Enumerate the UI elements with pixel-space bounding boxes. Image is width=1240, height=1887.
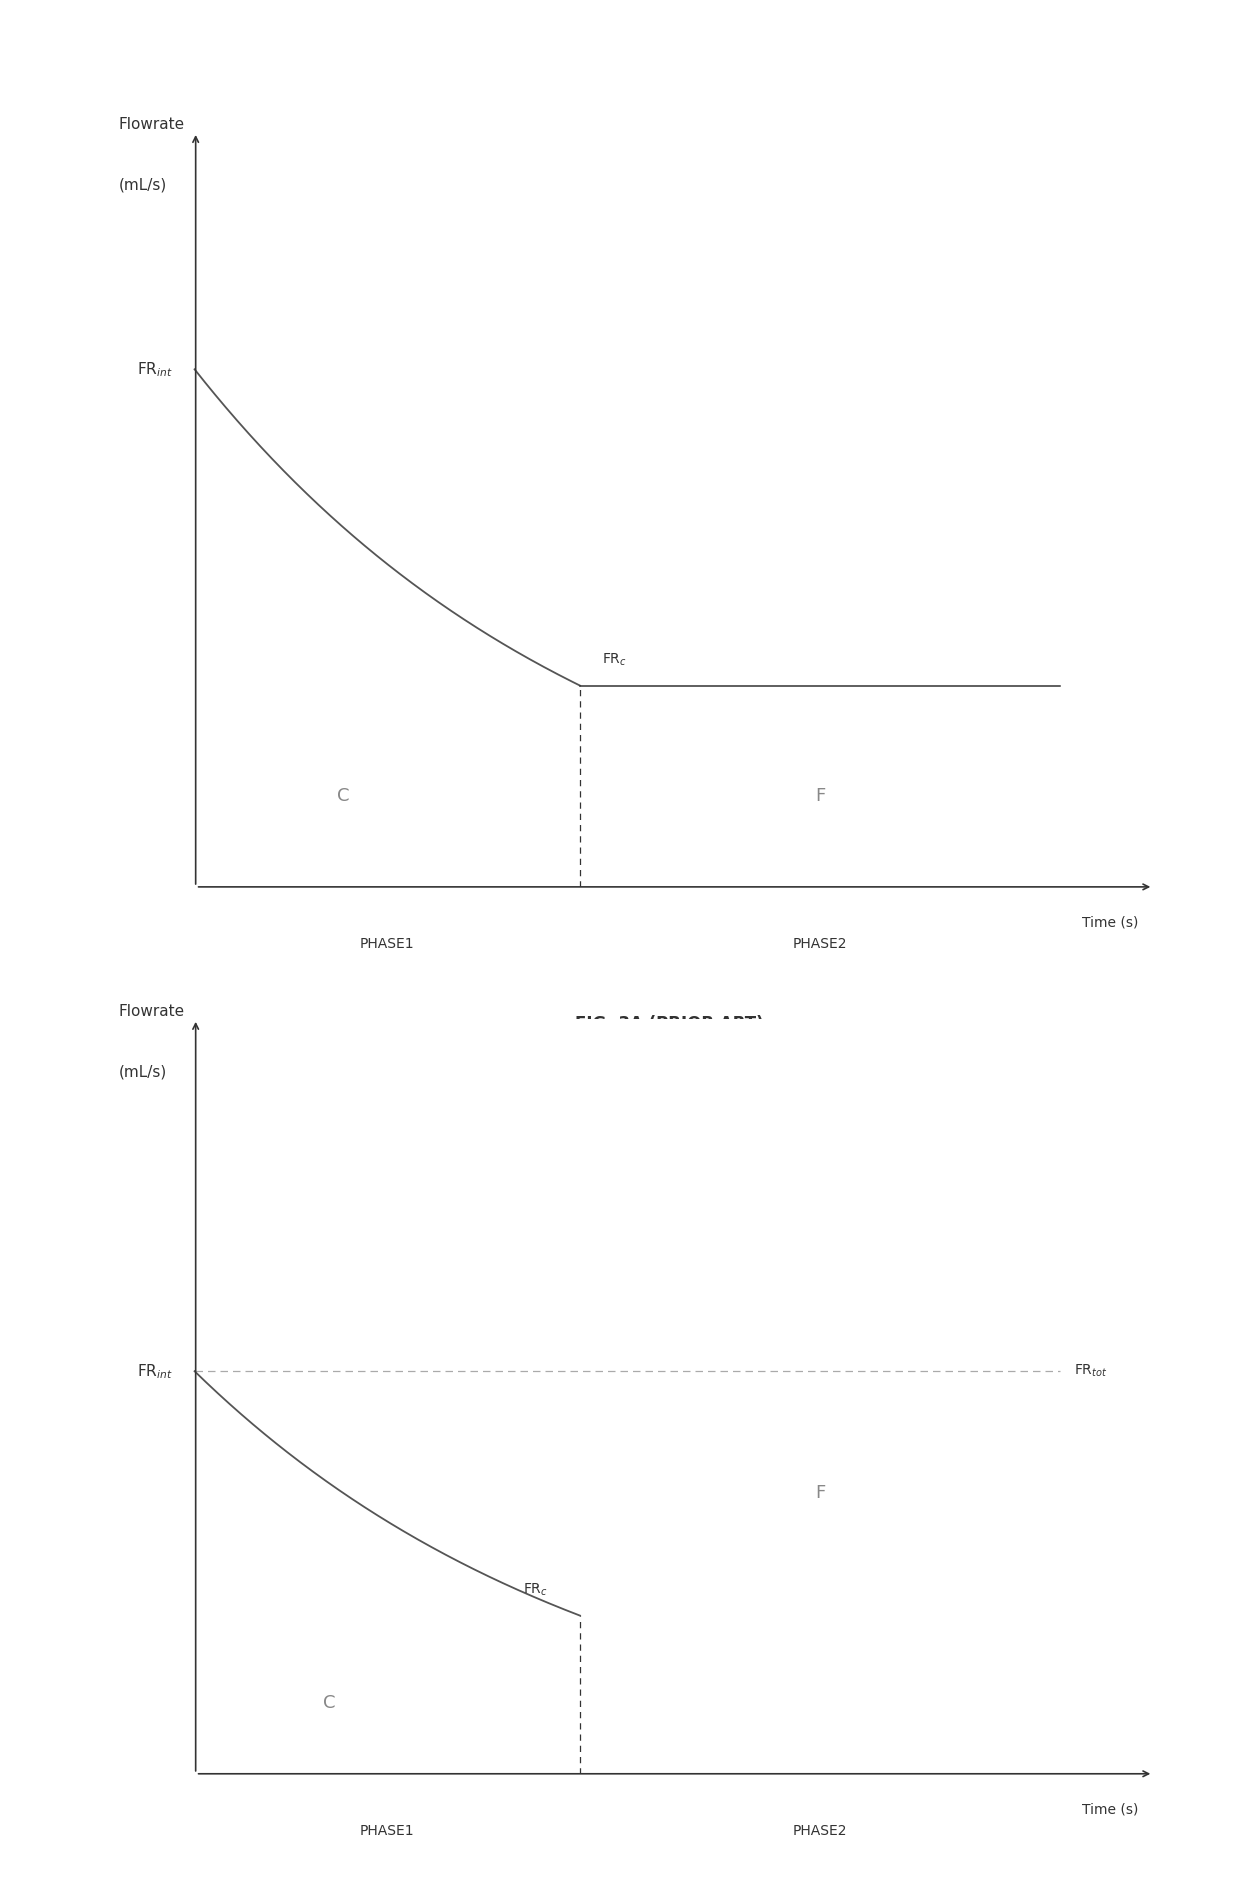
Text: FR$_{int}$: FR$_{int}$ (138, 360, 174, 379)
Text: Time (s): Time (s) (1083, 915, 1138, 930)
Text: PHASE1: PHASE1 (360, 1825, 414, 1838)
Text: FIG. 3A (PRIOR ART): FIG. 3A (PRIOR ART) (575, 1015, 764, 1034)
Text: PHASE1: PHASE1 (360, 938, 414, 951)
Text: Flowrate: Flowrate (118, 117, 185, 132)
Text: FR$_{int}$: FR$_{int}$ (138, 1362, 174, 1381)
Text: PHASE2: PHASE2 (792, 938, 847, 951)
Text: FR$_c$: FR$_c$ (601, 651, 626, 668)
Text: PHASE2: PHASE2 (792, 1825, 847, 1838)
Text: FR$_c$: FR$_c$ (523, 1581, 548, 1598)
Text: Flowrate: Flowrate (118, 1004, 185, 1019)
Text: FR$_{tot}$: FR$_{tot}$ (1074, 1362, 1109, 1379)
Text: (mL/s): (mL/s) (118, 177, 166, 192)
Text: F: F (815, 1485, 825, 1502)
Text: F: F (815, 787, 825, 806)
Text: (mL/s): (mL/s) (118, 1064, 166, 1079)
Text: C: C (337, 787, 350, 806)
Text: Time (s): Time (s) (1083, 1802, 1138, 1817)
Text: C: C (324, 1695, 336, 1712)
